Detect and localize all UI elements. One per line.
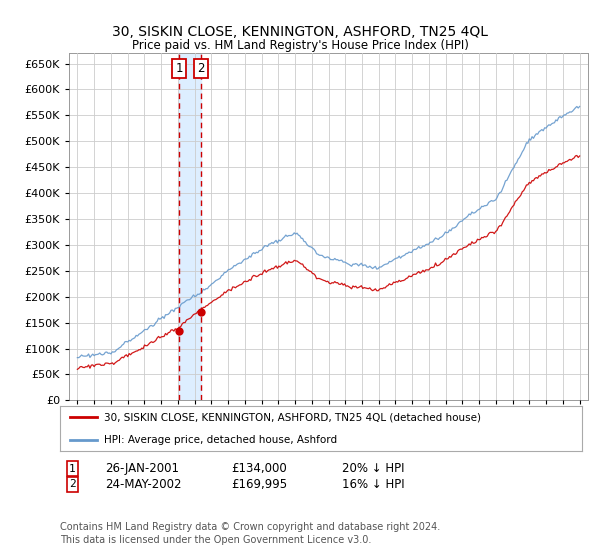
Text: 30, SISKIN CLOSE, KENNINGTON, ASHFORD, TN25 4QL: 30, SISKIN CLOSE, KENNINGTON, ASHFORD, T… (112, 25, 488, 39)
Text: 20% ↓ HPI: 20% ↓ HPI (342, 462, 404, 475)
Bar (179, 53, 201, 400)
Text: 2: 2 (197, 62, 205, 75)
Text: £134,000: £134,000 (231, 462, 287, 475)
Text: 1: 1 (69, 464, 76, 474)
Text: 16% ↓ HPI: 16% ↓ HPI (342, 478, 404, 491)
Text: This data is licensed under the Open Government Licence v3.0.: This data is licensed under the Open Gov… (60, 535, 371, 545)
Text: £169,995: £169,995 (231, 478, 287, 491)
Text: Price paid vs. HM Land Registry's House Price Index (HPI): Price paid vs. HM Land Registry's House … (131, 39, 469, 52)
Text: 1: 1 (175, 62, 183, 75)
Text: Contains HM Land Registry data © Crown copyright and database right 2024.: Contains HM Land Registry data © Crown c… (60, 522, 440, 532)
Text: 2: 2 (69, 479, 76, 489)
Text: 30, SISKIN CLOSE, KENNINGTON, ASHFORD, TN25 4QL (detached house): 30, SISKIN CLOSE, KENNINGTON, ASHFORD, T… (104, 412, 481, 422)
Text: 24-MAY-2002: 24-MAY-2002 (105, 478, 182, 491)
Text: 26-JAN-2001: 26-JAN-2001 (105, 462, 179, 475)
Text: HPI: Average price, detached house, Ashford: HPI: Average price, detached house, Ashf… (104, 435, 337, 445)
